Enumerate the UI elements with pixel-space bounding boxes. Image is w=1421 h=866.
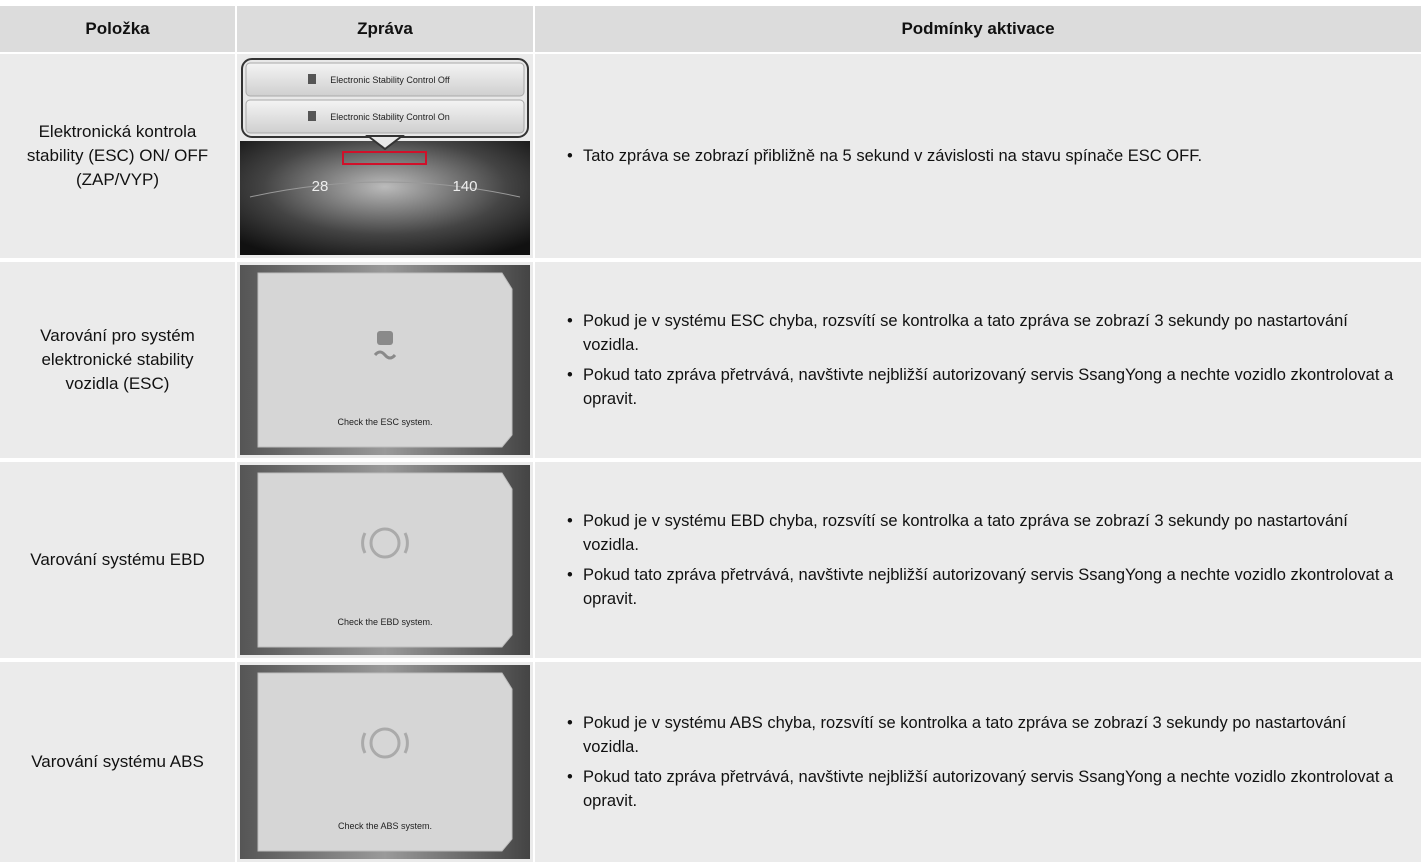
conditions-cell: Pokud je v systému EBD chyba, rozsvítí s… xyxy=(535,462,1421,658)
popup-pointer xyxy=(365,135,405,151)
message-text: Check the EBD system. xyxy=(337,617,432,627)
gauge-arc xyxy=(249,181,521,198)
screen-cell: Check the ESC system. xyxy=(237,262,533,458)
message-panel xyxy=(257,672,513,852)
popup-icon xyxy=(308,74,316,84)
warning-icon xyxy=(361,732,409,754)
warning-icon xyxy=(369,527,401,559)
item-cell: Varování systému EBD xyxy=(0,462,235,658)
conditions-cell: Tato zpráva se zobrazí přibližně na 5 se… xyxy=(535,54,1421,258)
conditions-list: Pokud je v systému ESC chyba, rozsvítí s… xyxy=(567,303,1401,417)
message-panel xyxy=(257,472,513,648)
screen-cell: Check the ABS system. xyxy=(237,662,533,862)
conditions-cell: Pokud je v systému ABS chyba, rozsvítí s… xyxy=(535,662,1421,862)
warning-icon xyxy=(361,532,409,554)
condition-item: Tato zpráva se zobrazí přibližně na 5 se… xyxy=(567,144,1202,168)
screen-cell: Check the EBD system. xyxy=(237,462,533,658)
condition-item: Pokud je v systému EBD chyba, rozsvítí s… xyxy=(567,509,1401,557)
gauge-area xyxy=(240,141,530,255)
condition-item: Pokud tato zpráva přetrvává, navštivte n… xyxy=(567,363,1401,411)
header-cell: Položka xyxy=(0,6,235,52)
conditions-list: Tato zpráva se zobrazí přibližně na 5 se… xyxy=(567,138,1202,174)
screen-cell: Electronic Stability Control Off Electron… xyxy=(237,54,533,258)
gauge-value: 28 xyxy=(312,178,329,195)
conditions-cell: Pokud je v systému ESC chyba, rozsvítí s… xyxy=(535,262,1421,458)
warning-icon xyxy=(369,727,401,759)
highlight-box xyxy=(342,151,427,165)
gauge-value: 140 xyxy=(452,178,477,195)
warning-icon xyxy=(377,331,393,345)
screen-image: Check the ABS system. xyxy=(240,665,530,859)
warning-icon xyxy=(373,350,397,360)
conditions-list: Pokud je v systému ABS chyba, rozsvítí s… xyxy=(567,705,1401,819)
condition-item: Pokud je v systému ESC chyba, rozsvítí s… xyxy=(567,309,1401,357)
screen-image: Electronic Stability Control Off Electron… xyxy=(240,57,530,255)
popup-text: Electronic Stability Control Off xyxy=(330,75,450,85)
popup-bar xyxy=(245,99,525,134)
screen-image: Check the ESC system. xyxy=(240,265,530,455)
condition-item: Pokud tato zpráva přetrvává, navštivte n… xyxy=(567,765,1401,813)
message-panel xyxy=(257,272,513,448)
condition-item: Pokud je v systému ABS chyba, rozsvítí s… xyxy=(567,711,1401,759)
popup-bar xyxy=(245,62,525,97)
popup-icon xyxy=(308,111,316,121)
item-cell: Varování systému ABS xyxy=(0,662,235,862)
conditions-list: Pokud je v systému EBD chyba, rozsvítí s… xyxy=(567,503,1401,617)
item-cell: Varování pro systém elektronické stabili… xyxy=(0,262,235,458)
popup-text: Electronic Stability Control On xyxy=(330,112,450,122)
message-text: Check the ABS system. xyxy=(338,821,432,831)
message-text: Check the ESC system. xyxy=(337,417,432,427)
header-cell: Podmínky aktivace xyxy=(535,6,1421,52)
header-cell: Zpráva xyxy=(237,6,533,52)
item-cell: Elektronická kontrola stability (ESC) ON… xyxy=(0,54,235,258)
condition-item: Pokud tato zpráva přetrvává, navštivte n… xyxy=(567,563,1401,611)
screen-image: Check the EBD system. xyxy=(240,465,530,655)
